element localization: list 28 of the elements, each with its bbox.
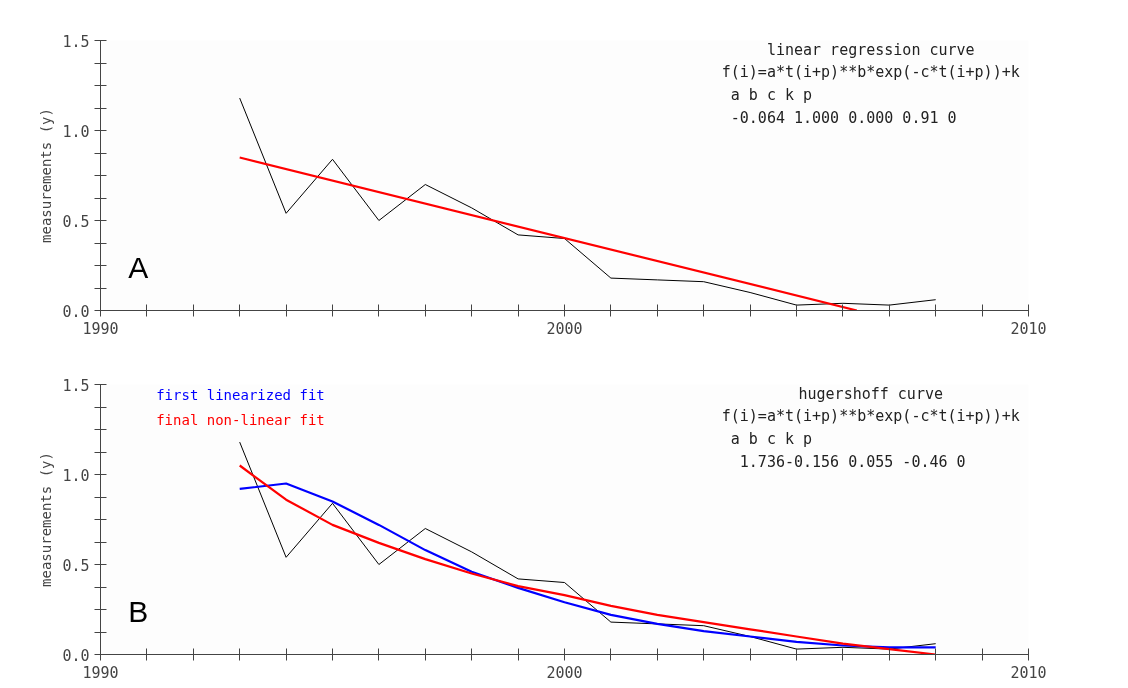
- text: first linearized fit: [156, 387, 325, 404]
- y-tick-label: 0.5: [62, 556, 90, 575]
- annotation: B: [128, 594, 149, 628]
- y-tick-label: 0.0: [62, 302, 90, 321]
- y-axis-title: measurements (y): [38, 452, 55, 587]
- x-tick-label: 2000: [546, 663, 583, 682]
- y-tick-label: 1.0: [62, 466, 90, 485]
- x-tick-label: 2000: [546, 319, 583, 338]
- y-axis-title: measurements (y): [38, 108, 55, 243]
- x-tick-label: 2010: [1010, 663, 1047, 682]
- annotation: a b c k p: [730, 430, 813, 449]
- y-tick-label: 0.5: [62, 212, 90, 231]
- y-tick-label: 1.5: [62, 376, 90, 395]
- y-tick-label: 1.5: [62, 32, 90, 51]
- annotation: a b c k p: [730, 86, 813, 105]
- annotation: 1.736-0.156 0.055 -0.46 0: [739, 453, 966, 472]
- text: final non-linear fit: [156, 411, 325, 428]
- annotation: f(i)=a*t(i+p)**b*exp(-c*t(i+p))+k: [721, 407, 1020, 426]
- y-tick-label: 0.0: [62, 646, 90, 665]
- annotation: -0.064 1.000 0.000 0.91 0: [730, 109, 957, 128]
- x-tick-label: 1990: [82, 663, 119, 682]
- annotation: linear regression curve: [766, 40, 975, 59]
- y-tick-label: 1.0: [62, 122, 90, 141]
- annotation: f(i)=a*t(i+p)**b*exp(-c*t(i+p))+k: [721, 63, 1020, 82]
- annotation: A: [128, 250, 149, 284]
- x-tick-label: 2010: [1010, 319, 1047, 338]
- x-tick-label: 1990: [82, 319, 119, 338]
- annotation: hugershoff curve: [798, 384, 943, 403]
